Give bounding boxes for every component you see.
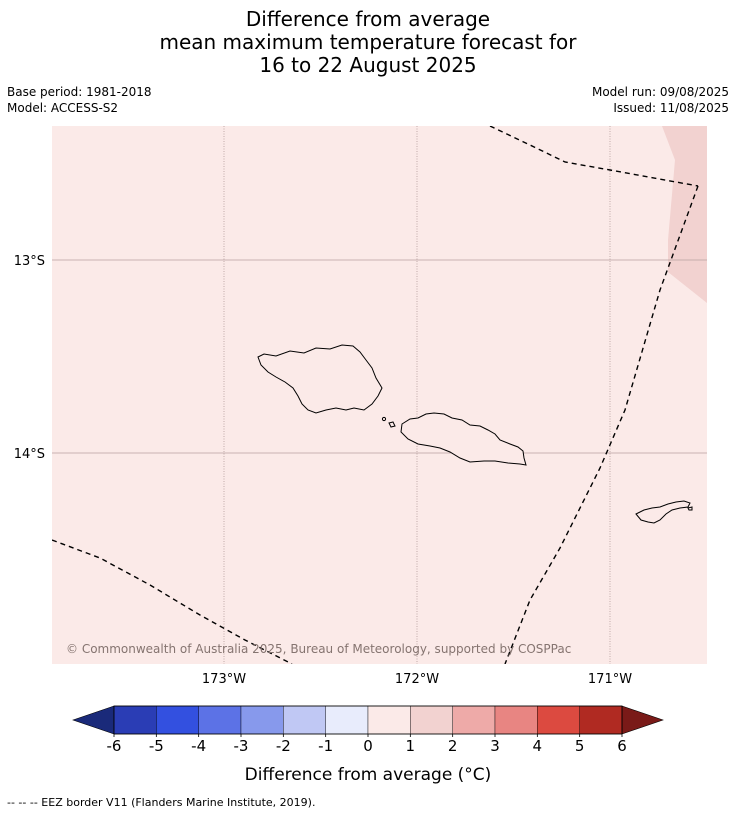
issued-date: Issued: 11/08/2025 — [613, 101, 729, 115]
colorbar-tick-label: 4 — [533, 737, 543, 755]
colorbar-tick-label: -2 — [276, 737, 291, 755]
colorbar-tick-label: -5 — [149, 737, 164, 755]
lat-label-14s: 14°S — [14, 447, 45, 462]
eez-border-southwest — [52, 539, 293, 664]
apolima-islet — [381, 416, 387, 422]
lat-label-13s: 13°S — [14, 254, 45, 269]
colorbar: -6 -5 -4 -3 -2 -1 0 1 2 3 4 5 6 — [72, 705, 664, 755]
colorbar-segment — [452, 705, 496, 735]
title-line-3: 16 to 22 August 2025 — [259, 53, 477, 77]
colorbar-extend-high — [621, 705, 664, 735]
colorbar-tick-label: 2 — [448, 737, 458, 755]
map-area — [52, 126, 707, 664]
meta-right: Model run: 09/08/2025 Issued: 11/08/2025 — [592, 84, 729, 116]
meta-left: Base period: 1981-2018 Model: ACCESS-S2 — [7, 84, 152, 116]
colorbar-segment — [579, 705, 623, 735]
model-name: Model: ACCESS-S2 — [7, 101, 119, 115]
colorbar-tick-label: -6 — [107, 737, 122, 755]
colorbar-tick-label: 6 — [617, 737, 627, 755]
lon-label-171w: 171°W — [588, 672, 632, 687]
colorbar-segment — [113, 705, 157, 735]
eez-footnote: -- -- -- EEZ border V11 (Flanders Marine… — [7, 796, 316, 809]
colorbar-tick-label: 3 — [490, 737, 500, 755]
colorbar-segment — [410, 705, 453, 735]
colorbar-label: Difference from average (°C) — [245, 765, 492, 785]
eez-border-north — [489, 126, 699, 187]
colorbar-segment — [537, 705, 580, 735]
colorbar-segment — [156, 705, 199, 735]
title-line-1: Difference from average — [245, 7, 491, 31]
upolu-island — [400, 412, 527, 466]
savaii-island — [257, 344, 383, 414]
colorbar-tick-label: -3 — [234, 737, 249, 755]
lon-label-173w: 173°W — [202, 672, 246, 687]
copyright-notice: © Commonwealth of Australia 2025, Bureau… — [66, 642, 571, 656]
map-title: Difference from average mean maximum tem… — [0, 8, 736, 77]
colorbar-segment — [198, 705, 242, 735]
colorbar-extend-low — [72, 705, 115, 735]
title-line-2: mean maximum temperature forecast for — [159, 30, 577, 54]
colorbar-tick-label: 5 — [575, 737, 585, 755]
base-period: Base period: 1981-2018 — [7, 85, 152, 99]
colorbar-tick-label: -1 — [318, 737, 333, 755]
aunuu-islet — [687, 506, 693, 511]
colorbar-segment — [367, 705, 411, 735]
lon-label-172w: 172°W — [395, 672, 439, 687]
colorbar-tick-label: 1 — [406, 737, 416, 755]
colorbar-segment — [283, 705, 326, 735]
tutuila-island — [635, 500, 691, 524]
warm-anomaly-patch — [662, 126, 707, 303]
manono-islet — [388, 421, 396, 428]
colorbar-segment — [325, 705, 369, 735]
model-run: Model run: 09/08/2025 — [591, 85, 729, 99]
colorbar-tick-label: -4 — [191, 737, 206, 755]
colorbar-segment — [494, 705, 538, 735]
colorbar-tick-label: 0 — [363, 737, 373, 755]
colorbar-segment — [240, 705, 284, 735]
eez-border-east — [504, 185, 699, 664]
